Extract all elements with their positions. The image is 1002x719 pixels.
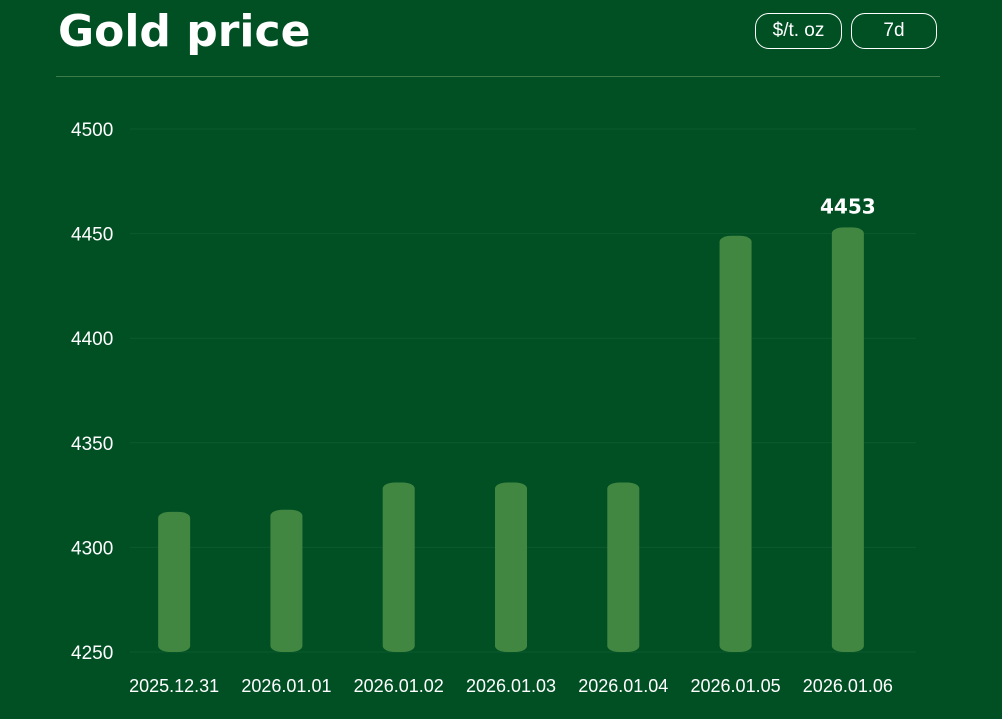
page-title: Gold price — [58, 6, 311, 57]
bar — [270, 509, 303, 652]
x-tick-label: 2026.01.01 — [241, 676, 331, 696]
range-selector-button[interactable]: 7d — [851, 13, 937, 49]
x-tick-label: 2026.01.03 — [466, 676, 556, 696]
y-tick-label: 4450 — [71, 225, 113, 246]
x-tick-label: 2026.01.02 — [354, 676, 444, 696]
y-tick-label: 4300 — [71, 538, 113, 559]
y-tick-label: 4500 — [71, 120, 113, 141]
unit-selector-button[interactable]: $/t. oz — [755, 13, 842, 49]
bar — [382, 482, 415, 652]
data-label: 4453 — [820, 194, 876, 218]
bar — [719, 235, 752, 652]
x-tick-label: 2026.01.05 — [691, 676, 781, 696]
y-tick-label: 4400 — [71, 329, 113, 350]
y-tick-label: 4250 — [71, 643, 113, 664]
bar — [607, 482, 640, 652]
x-tick-label: 2026.01.04 — [578, 676, 668, 696]
header-divider — [56, 76, 940, 77]
x-tick-label: 2026.01.06 — [803, 676, 893, 696]
bar — [831, 227, 864, 652]
bar — [158, 511, 191, 652]
x-tick-label: 2025.12.31 — [129, 676, 219, 696]
bar — [495, 482, 527, 652]
y-tick-label: 4350 — [71, 434, 113, 455]
